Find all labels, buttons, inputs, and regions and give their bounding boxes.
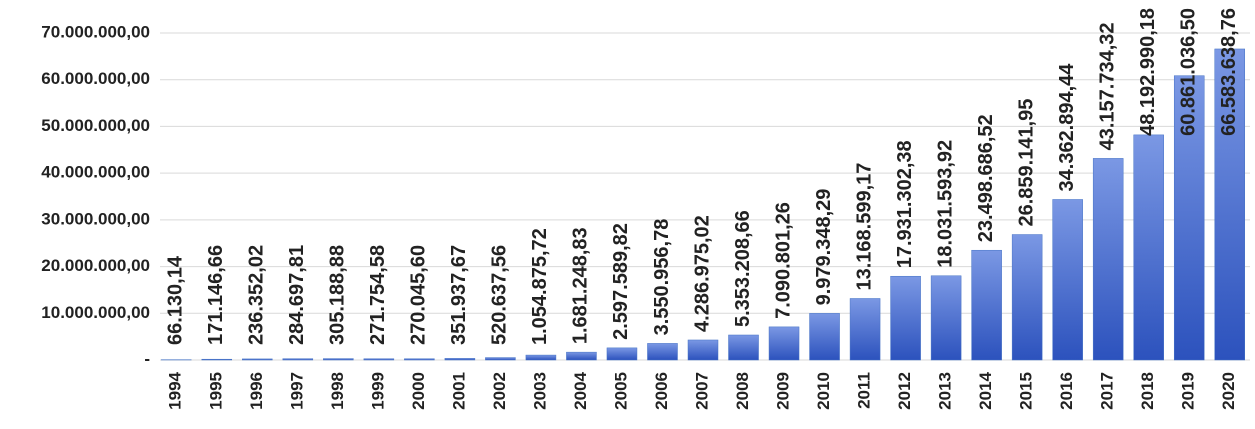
bar bbox=[728, 334, 759, 361]
x-tick-label: 1998 bbox=[328, 372, 347, 410]
bar bbox=[1133, 134, 1164, 361]
value-label: 48.192.990,18 bbox=[1137, 8, 1159, 136]
y-tick-label: 30.000.000,00 bbox=[41, 209, 150, 228]
bar bbox=[525, 354, 557, 361]
value-label: 66.583.638,76 bbox=[1218, 8, 1240, 136]
value-label: 351.937,67 bbox=[448, 245, 470, 345]
bar bbox=[566, 351, 597, 361]
x-tick-label: 2016 bbox=[1057, 372, 1076, 410]
x-tick-label: 2010 bbox=[814, 372, 833, 410]
bar bbox=[1011, 234, 1043, 361]
y-tick-label: - bbox=[144, 349, 150, 368]
value-label: 1.054.875,72 bbox=[529, 228, 551, 345]
bar bbox=[606, 347, 638, 361]
value-label: 3.550.956,78 bbox=[651, 219, 673, 336]
bar bbox=[971, 249, 1002, 361]
x-tick-label: 2005 bbox=[611, 372, 630, 410]
bar bbox=[201, 358, 233, 361]
value-label: 9.979.348,29 bbox=[813, 189, 835, 306]
value-label: 270.045,60 bbox=[408, 245, 430, 345]
value-label: 7.090.801,26 bbox=[772, 202, 794, 319]
bar bbox=[930, 275, 962, 361]
x-tick-label: 1994 bbox=[166, 371, 185, 409]
bar bbox=[687, 339, 719, 361]
x-tick-label: 2019 bbox=[1179, 372, 1198, 410]
x-tick-label: 2014 bbox=[976, 371, 995, 409]
bar bbox=[282, 358, 314, 361]
x-tick-label: 2007 bbox=[692, 372, 711, 410]
value-label: 34.362.894,44 bbox=[1056, 63, 1078, 192]
x-tick-label: 2015 bbox=[1017, 372, 1036, 410]
value-label: 18.031.593,92 bbox=[934, 140, 956, 268]
bar bbox=[1214, 48, 1245, 361]
value-label: 2.597.589,82 bbox=[610, 223, 632, 340]
x-tick-label: 2008 bbox=[733, 372, 752, 410]
value-label: 284.697,81 bbox=[286, 245, 308, 345]
x-tick-label: 2020 bbox=[1219, 372, 1238, 410]
bar bbox=[1173, 75, 1205, 361]
y-tick-label: 50.000.000,00 bbox=[41, 116, 150, 135]
x-tick-label: 2017 bbox=[1098, 372, 1117, 410]
x-tick-label: 2006 bbox=[652, 372, 671, 410]
x-tick-label: 2003 bbox=[530, 372, 549, 410]
bar bbox=[647, 343, 678, 361]
x-tick-label: 1999 bbox=[368, 372, 387, 410]
value-label: 66.130,14 bbox=[165, 255, 187, 345]
x-tick-label: 2012 bbox=[895, 372, 914, 410]
bar bbox=[768, 326, 800, 361]
bar bbox=[809, 313, 840, 361]
x-tick-label: 2000 bbox=[409, 372, 428, 410]
x-tick-label: 2018 bbox=[1138, 372, 1157, 410]
value-label: 520.637,56 bbox=[489, 245, 511, 345]
bar bbox=[404, 358, 435, 361]
x-tick-label: 1997 bbox=[287, 372, 306, 410]
x-tick-label: 1995 bbox=[206, 372, 225, 410]
value-label: 26.859.141,95 bbox=[1015, 99, 1037, 227]
value-label: 1.681.248,83 bbox=[570, 227, 592, 344]
x-tick-label: 2004 bbox=[571, 371, 590, 409]
value-label: 23.498.686,52 bbox=[975, 114, 997, 242]
value-label: 236.352,02 bbox=[246, 245, 268, 345]
value-label: 305.188,88 bbox=[327, 245, 349, 345]
bar bbox=[1052, 199, 1083, 361]
bar bbox=[849, 298, 881, 361]
bar bbox=[323, 358, 354, 361]
y-tick-label: 20.000.000,00 bbox=[41, 256, 150, 275]
value-label: 271.754,58 bbox=[367, 245, 389, 345]
value-label: 60.861.036,50 bbox=[1178, 8, 1200, 136]
bar bbox=[890, 275, 921, 361]
y-tick-label: 40.000.000,00 bbox=[41, 163, 150, 182]
x-tick-label: 2002 bbox=[490, 372, 509, 410]
x-tick-label: 2013 bbox=[936, 372, 955, 410]
value-label: 5.353.208,66 bbox=[732, 210, 754, 327]
bar bbox=[444, 358, 476, 361]
y-tick-label: 70.000.000,00 bbox=[41, 22, 150, 41]
value-label: 171.146,66 bbox=[205, 245, 227, 345]
bar bbox=[1092, 158, 1124, 361]
value-label: 17.931.302,38 bbox=[894, 140, 916, 268]
y-tick-label: 60.000.000,00 bbox=[41, 69, 150, 88]
y-tick-label: 10.000.000,00 bbox=[41, 303, 150, 322]
x-tick-label: 2001 bbox=[449, 372, 468, 410]
value-label: 4.286.975,02 bbox=[691, 215, 713, 332]
x-tick-label: 2009 bbox=[774, 372, 793, 410]
value-label: 13.168.599,17 bbox=[853, 163, 875, 291]
value-label: 43.157.734,32 bbox=[1096, 22, 1118, 150]
bar bbox=[485, 357, 516, 361]
x-tick-label: 2011 bbox=[855, 372, 874, 409]
bar bbox=[363, 358, 395, 361]
bar bbox=[242, 358, 273, 361]
x-tick-label: 1996 bbox=[247, 372, 266, 410]
